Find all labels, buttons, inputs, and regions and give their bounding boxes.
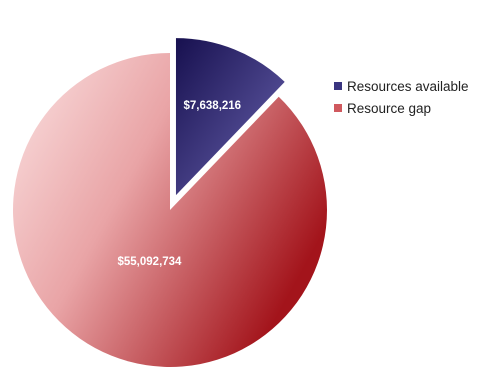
data-label-resources-available: $7,638,216 — [184, 100, 242, 112]
pie-slice-resources-available — [175, 38, 285, 196]
data-label-resource-gap: $55,092,734 — [118, 256, 183, 268]
legend-item-resources-available: Resources available — [334, 75, 469, 97]
legend: Resources available Resource gap — [334, 75, 469, 119]
legend-swatch-resource-gap — [334, 104, 342, 112]
legend-label-resources-available: Resources available — [347, 78, 469, 94]
legend-swatch-resources-available — [334, 82, 342, 90]
legend-label-resource-gap: Resource gap — [347, 100, 432, 116]
legend-item-resource-gap: Resource gap — [334, 97, 469, 119]
pie-slice-resource-gap — [12, 53, 328, 367]
